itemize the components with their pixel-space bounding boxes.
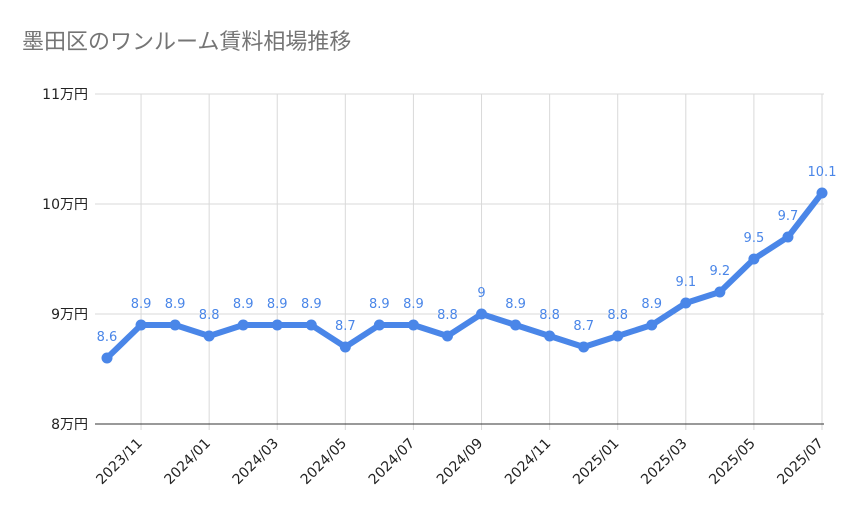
data-label: 8.8 bbox=[607, 308, 628, 323]
data-label: 8.7 bbox=[335, 319, 356, 334]
data-label: 10.1 bbox=[808, 165, 837, 180]
data-point bbox=[271, 319, 283, 331]
data-label: 8.6 bbox=[97, 330, 118, 345]
data-point bbox=[748, 253, 760, 265]
series-line bbox=[104, 190, 825, 361]
x-tick-label: 2024/09 bbox=[434, 436, 486, 488]
x-tick-label: 2025/05 bbox=[706, 436, 758, 488]
data-label: 9 bbox=[477, 286, 485, 301]
data-point bbox=[680, 297, 692, 309]
x-tick-label: 2025/07 bbox=[774, 436, 826, 488]
chart-title: 墨田区のワンルーム賃料相場推移 bbox=[22, 30, 352, 55]
data-label: 8.9 bbox=[301, 297, 322, 312]
y-tick-label: 10万円 bbox=[42, 197, 88, 213]
data-point bbox=[476, 308, 488, 320]
grid-layer bbox=[95, 93, 824, 430]
data-point bbox=[373, 319, 385, 331]
data-label: 8.7 bbox=[573, 319, 594, 334]
y-tick-label: 11万円 bbox=[42, 87, 88, 103]
data-point bbox=[101, 352, 113, 364]
x-tick-label: 2024/07 bbox=[366, 436, 418, 488]
data-label: 9.1 bbox=[675, 275, 696, 290]
x-tick-label: 2025/01 bbox=[570, 436, 622, 488]
data-point bbox=[578, 341, 590, 353]
data-point bbox=[203, 330, 215, 342]
y-tick-label: 8万円 bbox=[51, 417, 88, 433]
data-point bbox=[305, 319, 317, 331]
data-point bbox=[407, 319, 419, 331]
data-point bbox=[782, 231, 794, 243]
x-tick-label: 2024/03 bbox=[230, 436, 282, 488]
y-tick-label: 9万円 bbox=[51, 307, 88, 323]
data-point bbox=[646, 319, 658, 331]
data-label: 8.9 bbox=[267, 297, 288, 312]
data-label: 9.5 bbox=[744, 231, 765, 246]
data-point bbox=[441, 330, 453, 342]
data-label: 8.9 bbox=[403, 297, 424, 312]
label-layer: 8.6 8.9 8.9 8.8 8.9 8.9 8.9 8.7 8.9 8.9 8.8 9 8.9 8.8… bbox=[97, 165, 837, 345]
data-point bbox=[544, 330, 556, 342]
data-point bbox=[237, 319, 249, 331]
data-label: 8.9 bbox=[165, 297, 186, 312]
data-label: 8.9 bbox=[233, 297, 254, 312]
data-point bbox=[714, 286, 726, 298]
data-label: 9.7 bbox=[778, 209, 799, 224]
data-label: 8.9 bbox=[505, 297, 526, 312]
data-label: 8.8 bbox=[539, 308, 560, 323]
data-point bbox=[612, 330, 624, 342]
axis-layer: 8万円 9万円 10万円 11万円 2023/11 2024/01 2024/03 2024/… bbox=[42, 87, 827, 488]
data-label: 8.8 bbox=[199, 308, 220, 323]
x-tick-label: 2023/11 bbox=[93, 436, 145, 488]
x-tick-label: 2025/03 bbox=[638, 436, 690, 488]
data-point bbox=[816, 187, 828, 199]
data-label: 8.8 bbox=[437, 308, 458, 323]
data-point bbox=[510, 319, 522, 331]
data-point bbox=[339, 341, 351, 353]
series-layer bbox=[101, 187, 828, 364]
data-point bbox=[169, 319, 181, 331]
data-label: 8.9 bbox=[369, 297, 390, 312]
x-tick-label: 2024/01 bbox=[162, 436, 214, 488]
data-label: 9.2 bbox=[710, 264, 731, 279]
data-point bbox=[135, 319, 147, 331]
data-label: 8.9 bbox=[131, 297, 152, 312]
data-label: 8.9 bbox=[641, 297, 662, 312]
x-tick-label: 2024/05 bbox=[298, 436, 350, 488]
x-tick-label: 2024/11 bbox=[502, 436, 554, 488]
